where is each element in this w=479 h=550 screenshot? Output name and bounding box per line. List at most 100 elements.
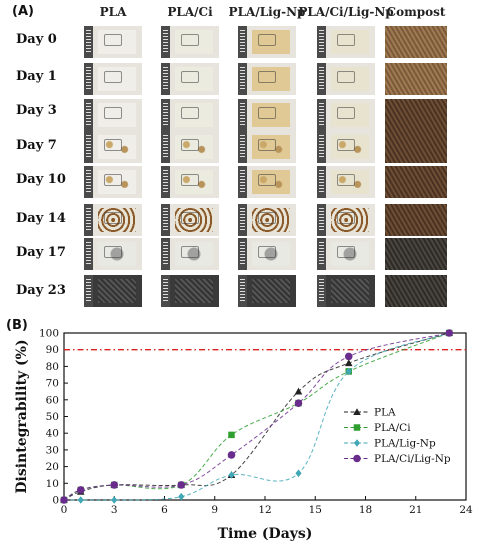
x-tick-label: 3 xyxy=(111,504,118,516)
data-point xyxy=(177,481,186,489)
sample-photo xyxy=(161,275,219,307)
x-tick-label: 18 xyxy=(359,504,372,516)
x-tick-label: 24 xyxy=(459,504,473,516)
y-tick-label: 100 xyxy=(39,328,59,340)
sample-photo xyxy=(238,63,296,95)
sample-photo xyxy=(84,63,142,95)
sample-photo xyxy=(238,99,296,131)
sample-photo xyxy=(317,99,375,131)
sample-photo xyxy=(161,26,219,58)
data-point xyxy=(294,399,303,407)
column-header: Compost xyxy=(386,5,446,19)
sample-photo xyxy=(238,238,296,270)
day-label: Day 1 xyxy=(16,69,57,84)
legend-label: PLA/Ci/Lig-Np xyxy=(374,453,451,465)
sample-photo xyxy=(161,99,219,131)
day-label: Day 23 xyxy=(16,283,66,298)
sample-photo xyxy=(161,238,219,270)
data-point xyxy=(294,387,303,395)
y-tick-label: 90 xyxy=(46,344,59,356)
data-point xyxy=(227,451,236,459)
data-point xyxy=(445,329,454,337)
column-header: PLA/Lig-Np xyxy=(228,5,306,19)
legend-marker xyxy=(353,439,361,447)
y-tick-label: 60 xyxy=(46,394,59,406)
data-point xyxy=(110,481,119,489)
compost-photo xyxy=(385,99,447,131)
sample-photo xyxy=(317,275,375,307)
sample-photo xyxy=(238,275,296,307)
sample-photo xyxy=(161,63,219,95)
data-point xyxy=(228,471,235,479)
data-point xyxy=(60,496,68,504)
sample-photo xyxy=(238,26,296,58)
y-tick-label: 80 xyxy=(46,361,59,373)
data-point xyxy=(76,486,85,494)
sample-photo xyxy=(317,204,375,236)
x-tick-label: 6 xyxy=(161,504,168,516)
day-label: Day 14 xyxy=(16,211,66,226)
sample-photo xyxy=(238,131,296,163)
sample-photo xyxy=(317,63,375,95)
legend-marker xyxy=(353,454,361,463)
compost-photo xyxy=(385,275,447,307)
day-label: Day 3 xyxy=(16,103,57,118)
y-tick-label: 20 xyxy=(46,461,59,473)
x-tick-label: 9 xyxy=(211,504,218,516)
day-label: Day 0 xyxy=(16,32,57,47)
legend-label: PLA/Ci xyxy=(374,422,411,434)
column-header: PLA/Ci/Lig-Np xyxy=(298,5,394,19)
data-point xyxy=(178,492,185,501)
column-header: PLA/Ci xyxy=(167,5,213,19)
day-label: Day 7 xyxy=(16,138,57,153)
sample-photo xyxy=(84,275,142,307)
plot-frame xyxy=(63,332,467,501)
sample-photo xyxy=(84,99,142,131)
x-tick-label: 12 xyxy=(258,504,271,516)
data-point xyxy=(77,496,84,504)
y-tick-label: 40 xyxy=(46,428,59,440)
y-tick-label: 50 xyxy=(46,411,59,423)
panel-b-label: (B) xyxy=(6,318,28,333)
sample-photo xyxy=(84,166,142,198)
legend-label: PLA xyxy=(374,407,396,419)
data-point xyxy=(344,359,353,367)
y-tick-label: 10 xyxy=(46,478,59,490)
y-axis-label: Disintegrability (%) xyxy=(14,339,30,493)
x-tick-label: 15 xyxy=(309,504,322,516)
compost-photo xyxy=(385,238,447,270)
y-tick-label: 70 xyxy=(46,378,59,390)
data-point xyxy=(295,469,302,478)
sample-photo xyxy=(317,26,375,58)
legend-marker xyxy=(353,424,361,431)
x-tick-label: 21 xyxy=(409,504,422,516)
data-point xyxy=(228,431,235,439)
sample-photo xyxy=(317,238,375,270)
compost-photo xyxy=(385,204,447,236)
data-point xyxy=(344,352,353,361)
sample-photo xyxy=(84,238,142,270)
y-tick-label: 0 xyxy=(52,495,59,507)
sample-photo xyxy=(161,166,219,198)
compost-photo xyxy=(385,166,447,198)
panel-a-label: (A) xyxy=(12,4,34,19)
sample-photo xyxy=(84,26,142,58)
legend-marker xyxy=(353,408,361,416)
column-header: PLA xyxy=(99,5,127,19)
data-point xyxy=(111,496,118,504)
day-label: Day 17 xyxy=(16,245,66,260)
x-axis-label: Time (Days) xyxy=(218,526,313,542)
compost-photo xyxy=(385,63,447,95)
sample-photo xyxy=(161,131,219,163)
sample-photo xyxy=(84,131,142,163)
sample-photo xyxy=(238,166,296,198)
x-tick-label: 0 xyxy=(61,504,68,516)
sample-photo xyxy=(317,166,375,198)
compost-photo xyxy=(385,131,447,163)
sample-photo xyxy=(84,204,142,236)
legend-label: PLA/Lig-Np xyxy=(374,438,436,450)
data-point xyxy=(345,367,352,376)
sample-photo xyxy=(238,204,296,236)
compost-photo xyxy=(385,26,447,58)
